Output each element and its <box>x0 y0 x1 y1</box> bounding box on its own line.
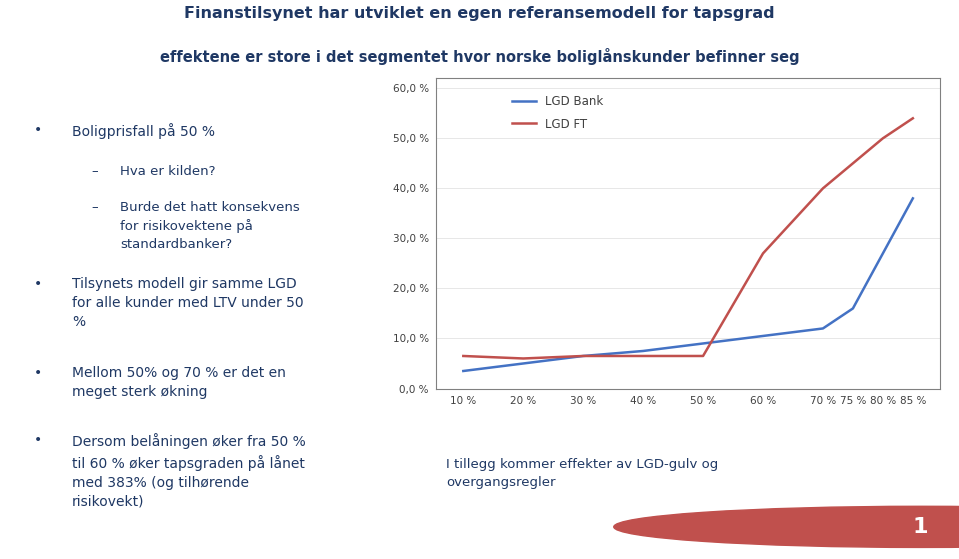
Text: •: • <box>34 277 42 291</box>
Text: effektene er store i det segmentet hvor norske boliglånskunder befinner seg: effektene er store i det segmentet hvor … <box>160 48 799 64</box>
Text: SMN: SMN <box>858 541 886 551</box>
Text: –: – <box>91 165 98 178</box>
Text: SpareBank: SpareBank <box>858 515 959 533</box>
Legend: LGD Bank, LGD FT: LGD Bank, LGD FT <box>507 91 608 135</box>
Text: •: • <box>34 366 42 380</box>
Text: •: • <box>34 123 42 137</box>
Text: Finanstilsynet har utviklet en egen referansemodell for tapsgrad: Finanstilsynet har utviklet en egen refe… <box>184 6 775 21</box>
Text: I tillegg kommer effekter av LGD-gulv og
overgangsregler: I tillegg kommer effekter av LGD-gulv og… <box>446 458 718 489</box>
Text: Dersom belåningen øker fra 50 %
til 60 % øker tapsgraden på lånet
med 383% (og t: Dersom belåningen øker fra 50 % til 60 %… <box>72 433 306 509</box>
Text: •: • <box>34 433 42 447</box>
Text: Burde det hatt konsekvens
for risikovektene på
standardbanker?: Burde det hatt konsekvens for risikovekt… <box>120 201 299 250</box>
Text: 1: 1 <box>913 517 928 537</box>
Text: Boligprisfall på 50 %: Boligprisfall på 50 % <box>72 123 215 139</box>
Text: –: – <box>91 201 98 214</box>
Text: Mellom 50% og 70 % er det en
meget sterk økning: Mellom 50% og 70 % er det en meget sterk… <box>72 366 286 399</box>
Circle shape <box>614 506 959 547</box>
Text: Hva er kilden?: Hva er kilden? <box>120 165 216 178</box>
Text: Tilsynets modell gir samme LGD
for alle kunder med LTV under 50
%: Tilsynets modell gir samme LGD for alle … <box>72 277 304 329</box>
